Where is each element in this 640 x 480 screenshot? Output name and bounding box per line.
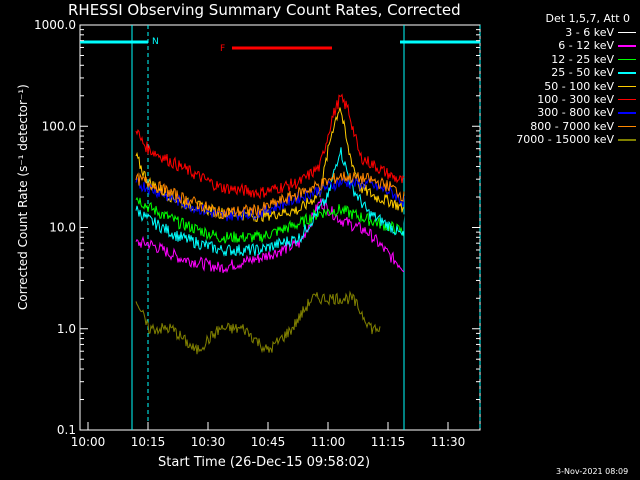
legend-swatch [618,139,636,141]
legend-entry-label: 50 - 100 keV [544,79,614,93]
y-tick-label-0: 0.1 [57,423,76,437]
x-tick-label-3: 10:45 [251,435,286,449]
series-line-2 [135,196,405,244]
series-line-8 [135,290,381,355]
legend-swatch [618,112,636,114]
night-marker-label: N [152,37,159,47]
legend-entry-label: 800 - 7000 keV [530,119,614,133]
y-tick-label-2: 10.0 [49,221,76,235]
y-axis-label: Corrected Count Rate (s⁻¹ detector⁻¹) [16,84,30,310]
legend-swatch [618,45,636,47]
x-tick-label-2: 10:30 [191,435,226,449]
series-line-5 [135,93,405,200]
legend-entry-label: 100 - 300 keV [537,92,614,106]
series-lines [135,93,405,355]
legend-entry-label: 12 - 25 keV [551,52,614,66]
legend-entry: 300 - 800 keV [486,106,636,119]
x-tick-label-1: 10:15 [131,435,166,449]
legend-entry: 3 - 6 keV [486,26,636,39]
series-line-6 [135,175,405,222]
y-tick-label-4: 1000.0 [34,18,76,32]
observing-bands: NF [80,25,481,430]
series-line-7 [135,171,405,220]
legend-entries: 3 - 6 keV 6 - 12 keV 12 - 25 keV 25 - 50 ke… [486,26,636,147]
legend-swatch [618,125,636,128]
legend-entry-label: 300 - 800 keV [537,106,614,120]
x-tick-label-5: 11:15 [371,435,406,449]
legend-swatch [618,85,636,87]
series-line-0 [135,196,405,226]
legend: Det 1,5,7, Att 0 3 - 6 keV 6 - 12 keV 12 -… [486,12,636,147]
series-line-3 [135,147,405,257]
legend-entry-label: 25 - 50 keV [551,66,614,80]
series-line-1 [135,198,405,274]
x-tick-label-4: 11:00 [311,435,346,449]
chart-title: RHESSI Observing Summary Count Rates, Co… [68,1,461,19]
x-tick-label-6: 11:30 [431,435,466,449]
y-tick-label-1: 1.0 [57,322,76,336]
legend-entry: 800 - 7000 keV [486,120,636,133]
legend-swatch [618,58,636,61]
legend-swatch [618,98,636,101]
generation-timestamp: 3-Nov-2021 08:09 [556,467,629,476]
legend-swatch [618,72,636,74]
legend-entry: 6 - 12 keV [486,39,636,52]
legend-entry: 50 - 100 keV [486,80,636,93]
legend-entry-label: 6 - 12 keV [558,39,614,53]
legend-entry: 7000 - 15000 keV [486,133,636,146]
y-tick-label-3: 100.0 [42,119,76,133]
legend-entry-label: 7000 - 15000 keV [516,133,614,147]
x-tick-label-0: 10:00 [71,435,106,449]
legend-entry: 12 - 25 keV [486,53,636,66]
legend-title: Det 1,5,7, Att 0 [545,12,630,25]
flare-marker-label: F [220,44,225,54]
x-axis-label: Start Time (26-Dec-15 09:58:02) [158,455,371,470]
legend-entry: 25 - 50 keV [486,66,636,79]
legend-entry-label: 3 - 6 keV [565,26,614,39]
legend-swatch [618,31,636,34]
legend-entry: 100 - 300 keV [486,93,636,106]
axis-ticks: 10:00 10:15 10:30 10:45 11:00 11:15 11:30 0.1 1.… [34,18,480,449]
